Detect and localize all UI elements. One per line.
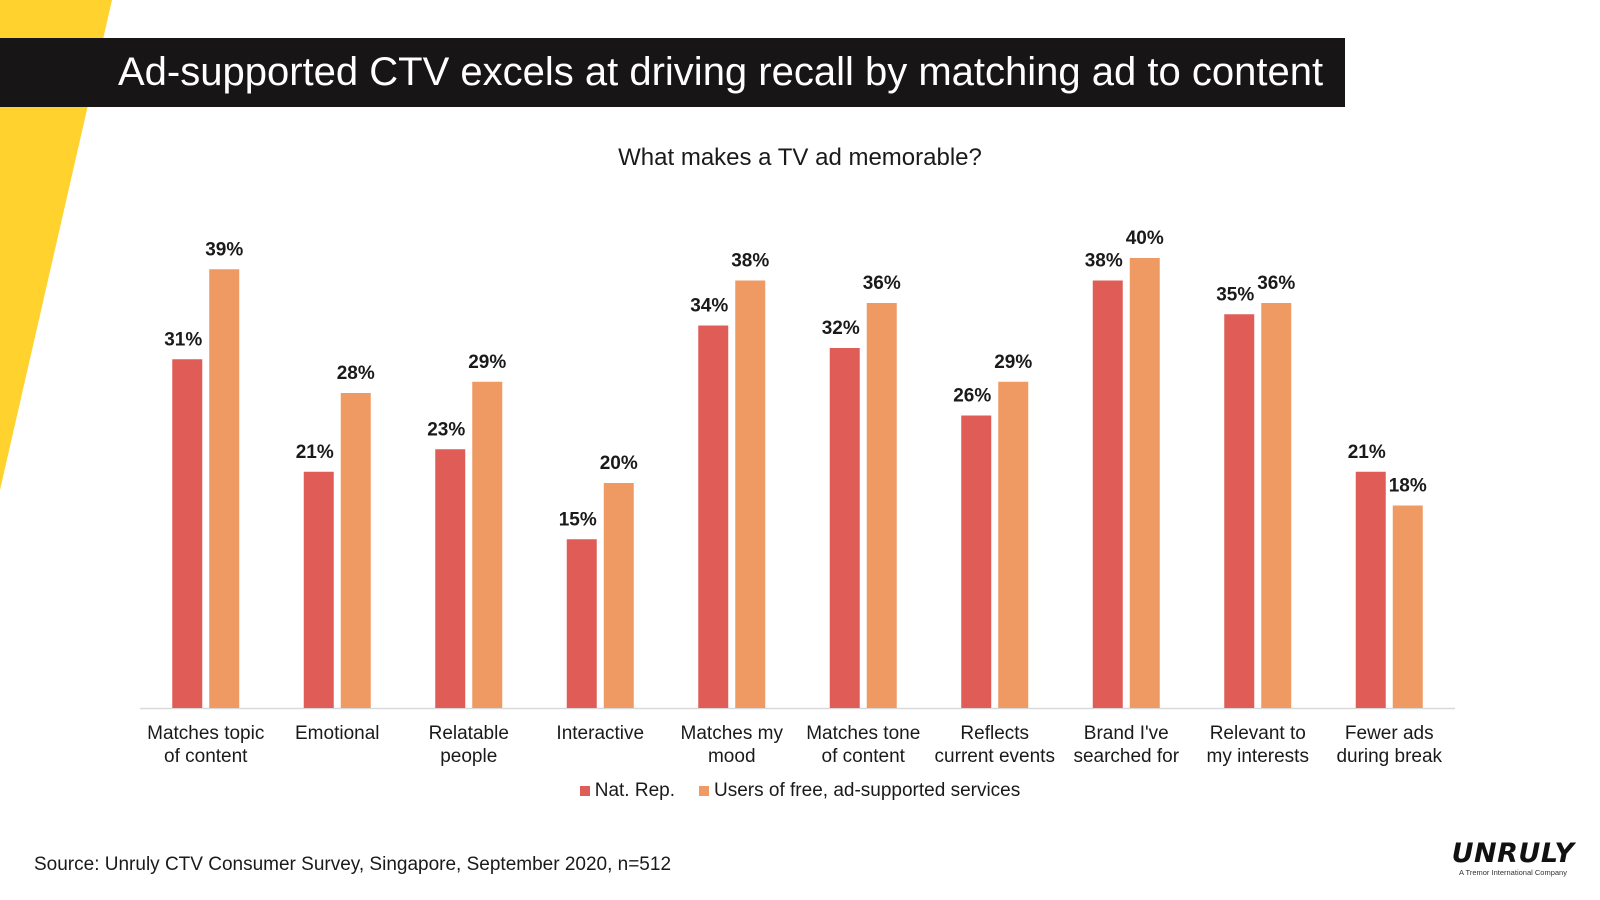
legend-swatch-nat-rep xyxy=(579,786,590,796)
data-label-users-9: 18% xyxy=(1389,476,1427,497)
bar-nat-rep-1 xyxy=(303,471,334,708)
data-label-users-8: 36% xyxy=(1257,273,1295,294)
x-tick-label-7-0: Brand I've xyxy=(1084,723,1169,744)
chart-title: What makes a TV ad memorable? xyxy=(618,144,982,171)
x-tick-label-5-1: of content xyxy=(822,746,906,767)
x-tick-label-9-1: during break xyxy=(1336,746,1442,767)
legend-item-nat-rep: Nat. Rep. xyxy=(579,780,675,802)
x-tick-label-6-0: Reflects xyxy=(960,723,1029,744)
x-tick-label-0-0: Matches topic xyxy=(147,723,264,744)
data-label-users-0: 39% xyxy=(205,239,243,260)
x-tick-label-3-0: Interactive xyxy=(556,723,644,744)
logo-tagline: A Tremor International Company xyxy=(1459,868,1567,877)
data-label-users-6: 29% xyxy=(994,352,1032,373)
bar-users-2 xyxy=(472,381,503,708)
x-tick-label-8-0: Relevant to xyxy=(1210,723,1306,744)
data-label-nat-rep-1: 21% xyxy=(296,442,334,463)
bar-users-0 xyxy=(209,269,240,708)
x-tick-label-2-0: Relatable xyxy=(429,723,509,744)
x-tick-label-1-0: Emotional xyxy=(295,723,380,744)
data-label-nat-rep-3: 15% xyxy=(559,509,597,530)
unruly-logo: UNRULY A Tremor International Company xyxy=(1448,840,1578,878)
bar-nat-rep-0 xyxy=(172,359,203,708)
bar-nat-rep-6 xyxy=(961,415,992,708)
bar-nat-rep-3 xyxy=(566,539,597,708)
data-label-users-2: 29% xyxy=(468,352,506,373)
source-note: Source: Unruly CTV Consumer Survey, Sing… xyxy=(34,854,672,875)
bar-users-4 xyxy=(735,280,766,708)
x-tick-label-0-1: of content xyxy=(164,746,248,767)
bar-nat-rep-4 xyxy=(698,325,729,708)
x-tick-label-4-1: mood xyxy=(708,746,756,767)
legend-label-users: Users of free, ad-supported services xyxy=(714,780,1021,801)
data-label-users-7: 40% xyxy=(1126,228,1164,249)
bar-nat-rep-7 xyxy=(1092,280,1123,708)
bar-nat-rep-5 xyxy=(829,348,860,708)
x-tick-label-5-0: Matches tone xyxy=(806,723,920,744)
x-tick-label-6-1: current events xyxy=(935,746,1055,767)
chart-legend: Nat. Rep. Users of free, ad-supported se… xyxy=(0,780,1600,802)
data-label-users-4: 38% xyxy=(731,251,769,272)
bar-users-8 xyxy=(1261,303,1292,708)
logo-wordmark: UNRULY xyxy=(1451,838,1575,869)
bar-users-7 xyxy=(1129,258,1160,708)
x-tick-label-7-1: searched for xyxy=(1073,746,1179,767)
x-tick-label-2-1: people xyxy=(440,746,497,767)
data-label-users-1: 28% xyxy=(337,363,375,384)
data-label-nat-rep-2: 23% xyxy=(427,419,465,440)
bar-users-9 xyxy=(1392,505,1423,708)
legend-label-nat-rep: Nat. Rep. xyxy=(594,780,675,801)
data-label-nat-rep-5: 32% xyxy=(822,318,860,339)
page-title: Ad-supported CTV excels at driving recal… xyxy=(0,38,1345,107)
x-tick-label-9-0: Fewer ads xyxy=(1345,723,1434,744)
data-label-users-5: 36% xyxy=(863,273,901,294)
bar-nat-rep-8 xyxy=(1224,314,1255,708)
bar-users-5 xyxy=(866,303,897,708)
data-label-nat-rep-7: 38% xyxy=(1085,251,1123,272)
legend-item-users: Users of free, ad-supported services xyxy=(699,780,1020,802)
bar-users-6 xyxy=(998,381,1029,708)
legend-swatch-users xyxy=(699,786,709,796)
bar-nat-rep-9 xyxy=(1355,471,1386,708)
data-label-nat-rep-9: 21% xyxy=(1348,442,1386,463)
data-label-nat-rep-4: 34% xyxy=(690,296,728,317)
data-label-nat-rep-0: 31% xyxy=(164,329,202,350)
data-label-nat-rep-8: 35% xyxy=(1216,284,1254,305)
data-label-users-3: 20% xyxy=(600,453,638,474)
x-tick-label-4-0: Matches my xyxy=(681,723,784,744)
bar-nat-rep-2 xyxy=(435,449,466,708)
data-label-nat-rep-6: 26% xyxy=(953,386,991,407)
bar-users-1 xyxy=(340,393,371,708)
x-tick-label-8-1: my interests xyxy=(1207,746,1309,767)
bar-users-3 xyxy=(603,483,634,708)
